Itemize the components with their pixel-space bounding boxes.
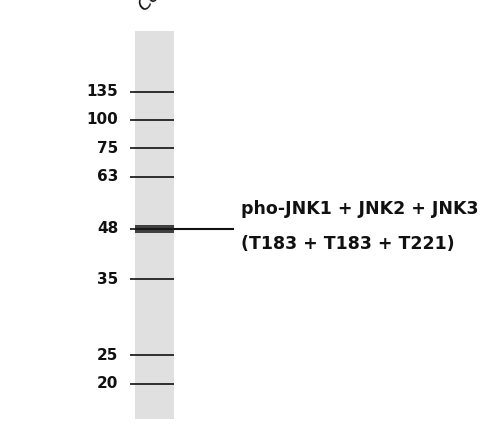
Text: 25: 25 (97, 348, 118, 363)
Text: Cerebellum: Cerebellum (134, 0, 220, 15)
Bar (135, 225, 174, 233)
Text: 35: 35 (97, 272, 118, 286)
Text: 75: 75 (97, 141, 118, 156)
Text: 63: 63 (97, 169, 118, 184)
Text: 20: 20 (97, 376, 118, 391)
Bar (135, 31, 174, 419)
Text: (T183 + T183 + T221): (T183 + T183 + T221) (241, 235, 455, 253)
Text: 135: 135 (86, 84, 118, 99)
Text: 48: 48 (97, 221, 118, 236)
Text: pho-JNK1 + JNK2 + JNK3: pho-JNK1 + JNK2 + JNK3 (241, 200, 479, 218)
Text: 100: 100 (86, 112, 118, 127)
